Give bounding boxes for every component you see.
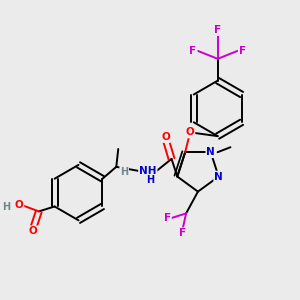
Text: O: O [28, 226, 37, 236]
Text: F: F [214, 25, 221, 35]
Text: N: N [206, 147, 215, 157]
Text: O: O [15, 200, 23, 211]
Text: H: H [2, 202, 10, 212]
Text: F: F [190, 46, 196, 56]
Text: N: N [214, 172, 223, 182]
Text: F: F [239, 46, 246, 56]
Text: H: H [120, 167, 128, 177]
Text: H: H [146, 175, 154, 185]
Text: O: O [186, 128, 194, 137]
Text: O: O [161, 132, 170, 142]
Text: F: F [178, 228, 186, 238]
Text: NH: NH [139, 166, 157, 176]
Text: F: F [164, 213, 171, 224]
